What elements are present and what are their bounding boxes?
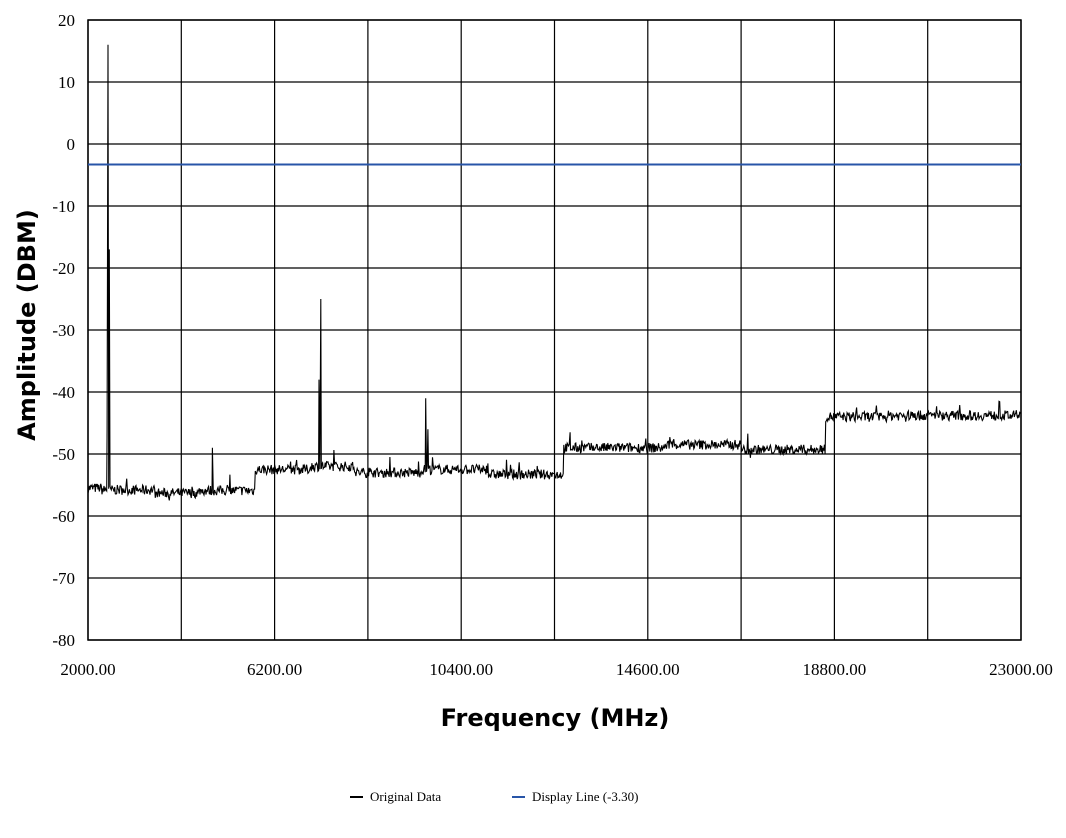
legend-label-display-line: Display Line (-3.30): [532, 789, 639, 804]
y-tick-label: -20: [52, 259, 75, 278]
x-axis-ticks: 2000.00 6200.00 10400.00 14600.00 18800.00 23…: [60, 660, 1053, 679]
legend: Original Data Display Line (-3.30): [350, 789, 639, 804]
y-tick-label: -30: [52, 321, 75, 340]
series-original-data-line: [87, 44, 1022, 501]
y-tick-label: -50: [52, 445, 75, 464]
x-tick-label: 10400.00: [429, 660, 493, 679]
x-axis-title: Frequency (MHz): [441, 704, 670, 732]
x-tick-label: 2000.00: [60, 660, 115, 679]
y-tick-label: 0: [67, 135, 76, 154]
series-layer: [87, 44, 1022, 501]
y-tick-label: -40: [52, 383, 75, 402]
x-tick-label: 6200.00: [247, 660, 302, 679]
y-axis-ticks: 20 10 0 -10 -20 -30 -40 -50 -60 -70 -80: [52, 11, 75, 650]
y-tick-label: 10: [58, 73, 75, 92]
y-tick-label: -80: [52, 631, 75, 650]
legend-label-original-data: Original Data: [370, 789, 441, 804]
x-tick-label: 23000.00: [989, 660, 1053, 679]
y-axis-title: Amplitude (DBM): [13, 209, 41, 441]
y-tick-label: -70: [52, 569, 75, 588]
grid-lines: [87, 19, 1022, 641]
plot-area-border: [87, 19, 1022, 641]
x-tick-label: 14600.00: [616, 660, 680, 679]
y-tick-label: -60: [52, 507, 75, 526]
x-tick-label: 18800.00: [803, 660, 867, 679]
y-tick-label: 20: [58, 11, 75, 30]
y-tick-label: -10: [52, 197, 75, 216]
